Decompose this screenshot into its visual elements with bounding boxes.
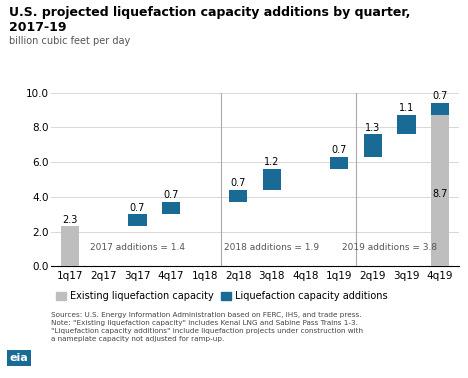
Text: 0.7: 0.7 [231, 178, 246, 188]
Text: U.S. projected liquefaction capacity additions by quarter,: U.S. projected liquefaction capacity add… [9, 6, 411, 19]
Text: Sources: U.S. Energy Information Administration based on FERC, IHS, and trade pr: Sources: U.S. Energy Information Adminis… [51, 312, 364, 342]
Text: 1.2: 1.2 [264, 157, 279, 167]
Text: 0.7: 0.7 [331, 145, 347, 155]
Text: 2017-19: 2017-19 [9, 21, 67, 34]
Bar [61, 226, 79, 266]
Bar [364, 134, 382, 157]
Text: billion cubic feet per day: billion cubic feet per day [9, 36, 131, 46]
Bar [397, 115, 416, 134]
Text: 2.3: 2.3 [62, 215, 78, 225]
Text: 2017 additions = 1.4: 2017 additions = 1.4 [90, 243, 185, 252]
Text: 8.7: 8.7 [432, 189, 448, 199]
Text: 1.3: 1.3 [365, 122, 380, 133]
Text: 0.7: 0.7 [130, 203, 145, 212]
Legend: Existing liquefaction capacity, Liquefaction capacity additions: Existing liquefaction capacity, Liquefac… [56, 291, 388, 301]
Text: 0.7: 0.7 [163, 191, 179, 200]
Bar [128, 214, 146, 226]
Bar [161, 202, 180, 214]
Text: 2019 additions = 3.8: 2019 additions = 3.8 [342, 243, 437, 252]
Text: 1.1: 1.1 [399, 104, 414, 113]
Bar [263, 169, 281, 190]
Text: 0.7: 0.7 [432, 91, 448, 101]
Bar [330, 157, 349, 169]
Bar [431, 103, 449, 115]
Text: eia: eia [9, 353, 28, 363]
Bar [229, 190, 248, 202]
Bar [431, 115, 449, 266]
Text: 2018 additions = 1.9: 2018 additions = 1.9 [224, 243, 320, 252]
